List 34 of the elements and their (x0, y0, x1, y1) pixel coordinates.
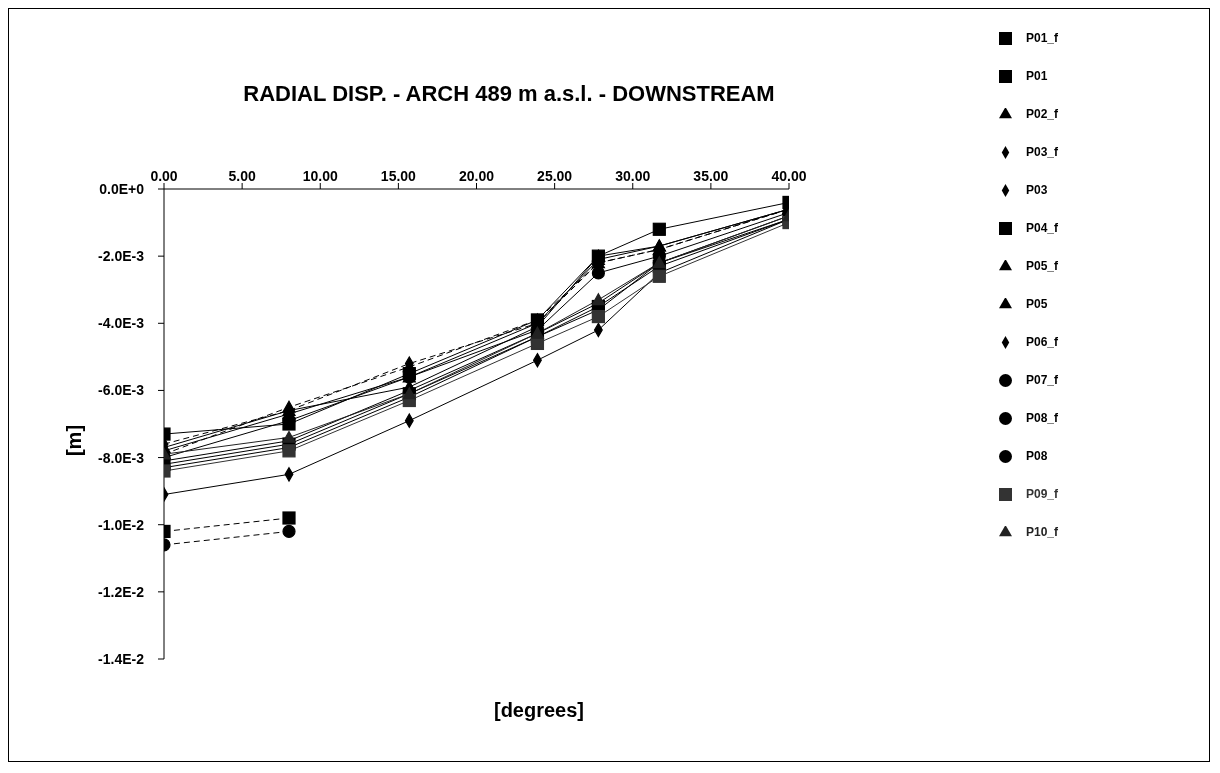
x-tick-label: 40.00 (771, 168, 807, 184)
x-tick-label: 35.00 (693, 168, 729, 184)
x-tick-label: 30.00 (615, 168, 651, 184)
legend-label: P03_f (1026, 145, 1059, 159)
legend-label: P07_f (1026, 373, 1059, 387)
x-tick-label: 0.00 (150, 168, 178, 184)
y-tick-label: -2.0E-3 (98, 248, 145, 265)
legend-label: P06_f (1026, 335, 1059, 349)
y-tick-label: -1.4E-2 (98, 650, 145, 667)
legend-label: P03 (1026, 183, 1048, 197)
legend-label: P10_f (1026, 525, 1059, 539)
x-tick-label: 10.00 (302, 168, 338, 184)
x-tick-label: 15.00 (380, 168, 417, 184)
legend-label: P05 (1026, 297, 1048, 311)
y-tick-label: 0.0E+0 (99, 180, 145, 197)
legend-label: P01_f (1026, 31, 1059, 45)
y-tick-label: -1.0E-2 (98, 516, 145, 533)
x-axis-title: [degrees] (493, 699, 585, 722)
legend-label: P09_f (1026, 487, 1059, 501)
y-tick-label: -8.0E-3 (98, 449, 145, 466)
x-tick-label: 20.00 (458, 168, 495, 184)
legend-label: P01 (1026, 69, 1048, 83)
legend-label: P04_f (1026, 221, 1059, 235)
legend-label: P05_f (1026, 259, 1059, 273)
x-tick-label: 5.00 (228, 168, 256, 184)
y-tick-label: -6.0E-3 (98, 382, 145, 399)
legend-label: P02_f (1026, 107, 1059, 121)
legend-label: P08_f (1026, 411, 1059, 425)
y-axis-title: [m] (63, 424, 87, 457)
y-tick-label: -1.2E-2 (98, 583, 145, 600)
chart-title: RADIAL DISP. - ARCH 489 m a.s.l. - DOWNSTREAM (242, 81, 776, 107)
x-tick-label: 25.00 (537, 168, 573, 184)
y-tick-label: -4.0E-3 (98, 315, 145, 332)
legend-label: P08 (1026, 449, 1048, 463)
